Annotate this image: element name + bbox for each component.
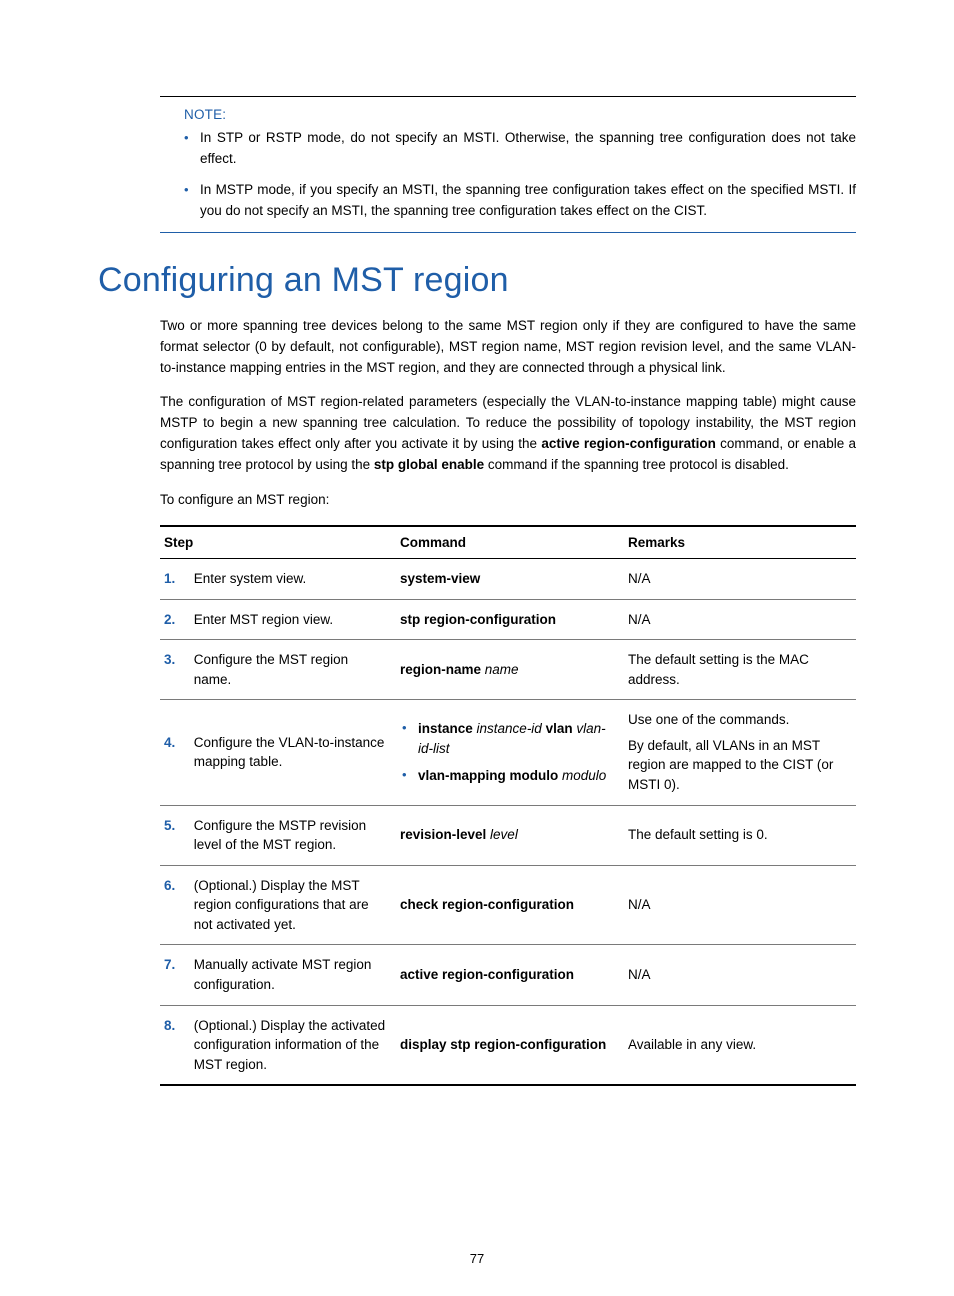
command-bold: system-view (400, 571, 480, 586)
step-text: (Optional.) Display the activated config… (194, 1016, 388, 1075)
command-arg: name (481, 662, 519, 677)
table-row: 4. Configure the VLAN-to-instance mappin… (160, 700, 856, 805)
td-remarks: Use one of the commands. By default, all… (624, 700, 856, 805)
step-text: Enter MST region view. (194, 610, 388, 630)
config-table: Step Command Remarks 1. Enter system vie… (160, 525, 856, 1086)
step-number: 3. (164, 650, 190, 670)
command-bullet: instance instance-id vlan vlan-id-list (400, 719, 616, 758)
body-paragraph: Two or more spanning tree devices belong… (160, 316, 856, 379)
table-row: 3. Configure the MST region name. region… (160, 640, 856, 700)
table-row: 1. Enter system view. system-view N/A (160, 559, 856, 600)
page-number: 77 (0, 1251, 954, 1266)
td-step: 4. Configure the VLAN-to-instance mappin… (160, 700, 396, 805)
td-step: 3. Configure the MST region name. (160, 640, 396, 700)
td-step: 5. Configure the MSTP revision level of … (160, 805, 396, 865)
command-bold: stp region-configuration (400, 612, 556, 627)
td-command: check region-configuration (396, 865, 624, 945)
remarks-line: By default, all VLANs in an MST region a… (628, 736, 848, 795)
command-ref: active region-configuration (541, 436, 716, 451)
step-number: 2. (164, 610, 190, 630)
td-step: 1. Enter system view. (160, 559, 396, 600)
td-command: system-view (396, 559, 624, 600)
command-bold: region-name (400, 662, 481, 677)
step-text: Configure the VLAN-to-instance mapping t… (194, 733, 388, 772)
td-command: display stp region-configuration (396, 1005, 624, 1085)
command-bold: check region-configuration (400, 897, 574, 912)
step-text: (Optional.) Display the MST region confi… (194, 876, 388, 935)
step-text: Manually activate MST region configurati… (194, 955, 388, 994)
td-remarks: N/A (624, 559, 856, 600)
th-command: Command (396, 526, 624, 559)
command-bold: vlan-mapping modulo (418, 768, 558, 783)
note-title: NOTE: (184, 107, 856, 122)
note-bullet: In STP or RSTP mode, do not specify an M… (184, 128, 856, 170)
table-row: 8. (Optional.) Display the activated con… (160, 1005, 856, 1085)
table-row: 6. (Optional.) Display the MST region co… (160, 865, 856, 945)
section-heading: Configuring an MST region (98, 261, 856, 300)
td-step: 2. Enter MST region view. (160, 599, 396, 640)
note-box: NOTE: In STP or RSTP mode, do not specif… (160, 96, 856, 233)
step-text: Configure the MST region name. (194, 650, 388, 689)
td-remarks: The default setting is 0. (624, 805, 856, 865)
note-list: In STP or RSTP mode, do not specify an M… (160, 128, 856, 222)
command-arg: level (486, 827, 518, 842)
note-bullet: In MSTP mode, if you specify an MSTI, th… (184, 180, 856, 222)
step-number: 5. (164, 816, 190, 836)
td-remarks: N/A (624, 599, 856, 640)
para-text: command if the spanning tree protocol is… (484, 457, 789, 472)
body-paragraph: To configure an MST region: (160, 490, 856, 511)
command-bold: display stp region-configuration (400, 1037, 606, 1052)
td-command: revision-level level (396, 805, 624, 865)
table-row: 2. Enter MST region view. stp region-con… (160, 599, 856, 640)
step-text: Configure the MSTP revision level of the… (194, 816, 388, 855)
command-bold: instance (418, 721, 473, 736)
step-number: 7. (164, 955, 190, 975)
td-remarks: Available in any view. (624, 1005, 856, 1085)
th-step: Step (160, 526, 396, 559)
td-step: 8. (Optional.) Display the activated con… (160, 1005, 396, 1085)
td-remarks: N/A (624, 865, 856, 945)
body-paragraph: The configuration of MST region-related … (160, 392, 856, 476)
th-remarks: Remarks (624, 526, 856, 559)
td-remarks: The default setting is the MAC address. (624, 640, 856, 700)
step-text: Enter system view. (194, 569, 388, 589)
command-bold: active region-configuration (400, 967, 574, 982)
step-number: 4. (164, 733, 190, 753)
command-ref: stp global enable (374, 457, 484, 472)
command-arg: instance-id (473, 721, 546, 736)
command-bold: vlan (546, 721, 573, 736)
td-step: 7. Manually activate MST region configur… (160, 945, 396, 1005)
step-number: 8. (164, 1016, 190, 1036)
command-bullet-list: instance instance-id vlan vlan-id-list v… (400, 719, 616, 786)
table-row: 5. Configure the MSTP revision level of … (160, 805, 856, 865)
td-command: stp region-configuration (396, 599, 624, 640)
table-row: 7. Manually activate MST region configur… (160, 945, 856, 1005)
td-command: active region-configuration (396, 945, 624, 1005)
td-remarks: N/A (624, 945, 856, 1005)
step-number: 6. (164, 876, 190, 896)
table-header-row: Step Command Remarks (160, 526, 856, 559)
command-bullet: vlan-mapping modulo modulo (400, 766, 616, 786)
remarks-multi: Use one of the commands. By default, all… (628, 710, 848, 794)
command-bold: revision-level (400, 827, 486, 842)
td-command: instance instance-id vlan vlan-id-list v… (396, 700, 624, 805)
td-command: region-name name (396, 640, 624, 700)
remarks-line: Use one of the commands. (628, 710, 848, 730)
step-number: 1. (164, 569, 190, 589)
page-container: NOTE: In STP or RSTP mode, do not specif… (0, 0, 954, 1296)
td-step: 6. (Optional.) Display the MST region co… (160, 865, 396, 945)
command-arg: modulo (558, 768, 606, 783)
